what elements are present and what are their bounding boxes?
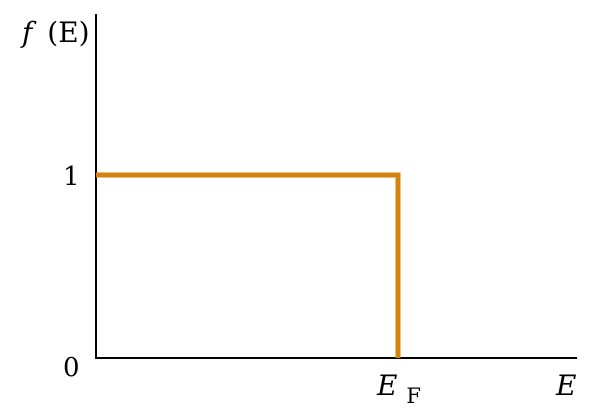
y-tick-label-0: 0 <box>63 353 80 383</box>
x-tick-symbol: E <box>376 369 397 402</box>
y-axis-label-func: f <box>20 16 37 49</box>
x-tick-label-ef: E F <box>376 369 421 408</box>
y-tick-label-1: 1 <box>63 162 80 192</box>
y-axis-label: f (E) <box>20 16 90 49</box>
x-tick-subscript: F <box>406 384 421 408</box>
y-axis-label-arg: (E) <box>47 16 89 49</box>
fermi-step-curve <box>96 172 401 358</box>
x-axis-label: E <box>555 369 576 402</box>
